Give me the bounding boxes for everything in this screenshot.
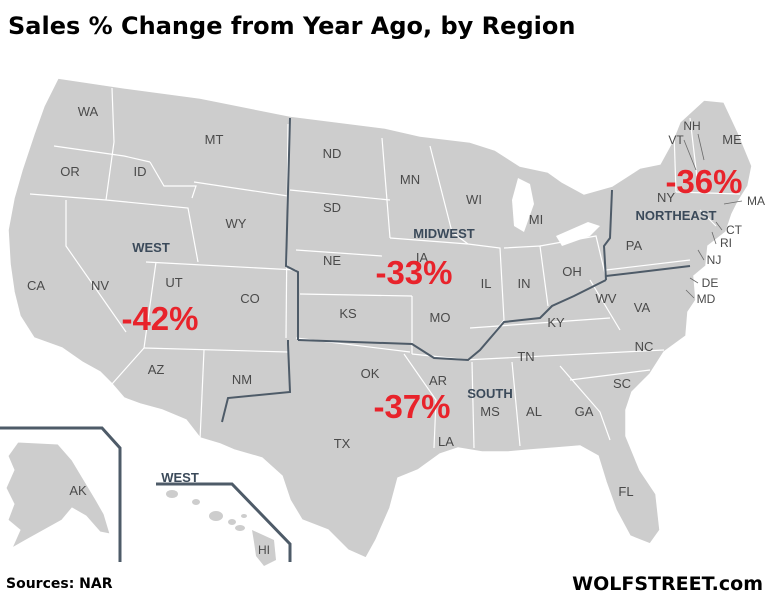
state-label-ut: UT (165, 275, 182, 290)
state-label-ar: AR (429, 373, 447, 388)
state-label-co: CO (240, 291, 260, 306)
state-label-ne: NE (323, 253, 341, 268)
inset-frame (0, 426, 292, 562)
region-boundaries (221, 117, 691, 423)
midwest-northeast-border (602, 189, 613, 281)
state-label-ks: KS (339, 306, 357, 321)
state-label-in: IN (518, 276, 531, 291)
leader-lines (683, 133, 743, 299)
brand-logo: WOLFSTREET.com (572, 573, 763, 595)
state-label-me: ME (722, 132, 742, 147)
state-label-de: DE (702, 276, 719, 290)
state-label-sd: SD (323, 200, 341, 215)
state-label-nh: NH (683, 119, 700, 133)
state-label-or: OR (60, 164, 80, 179)
region-label-west: WEST (132, 240, 170, 255)
state-label-ok: OK (361, 366, 380, 381)
state-label-oh: OH (562, 264, 582, 279)
region-label-midwest: MIDWEST (413, 226, 474, 241)
state-label-md: MD (697, 292, 716, 306)
state-label-la: LA (438, 434, 454, 449)
state-label-ak: AK (69, 483, 87, 498)
state-labels: WA OR ID MT WY CA NV UT CO AZ NM ND SD N… (27, 104, 765, 557)
state-label-ga: GA (575, 404, 594, 419)
state-label-va: VA (634, 300, 651, 315)
lake-erie (556, 222, 600, 246)
midwest-south-border (297, 279, 607, 362)
west-midwest-border (284, 117, 299, 340)
state-label-mn: MN (400, 172, 420, 187)
state-label-fl: FL (618, 484, 633, 499)
state-label-ms: MS (480, 404, 500, 419)
source-note: Sources: NAR (6, 576, 113, 592)
state-label-ma: MA (747, 194, 765, 208)
state-label-wy: WY (226, 216, 247, 231)
state-label-hi: HI (258, 543, 270, 557)
state-label-ca: CA (27, 278, 45, 293)
lake-michigan (512, 178, 534, 232)
state-label-nm: NM (232, 372, 252, 387)
west-sales-change: -42% (121, 300, 198, 337)
south-northeast-border (605, 265, 691, 277)
region-label-south: SOUTH (467, 386, 513, 401)
state-label-mo: MO (430, 310, 451, 325)
state-label-ct: CT (726, 223, 743, 237)
sales-change-values: -42% -33% -37% -36% (121, 163, 742, 425)
state-label-vt: VT (668, 133, 684, 147)
region-label-northeast: NORTHEAST (636, 208, 717, 223)
state-label-il: IL (481, 276, 492, 291)
hawaii-islands (166, 490, 276, 566)
state-label-ia: IA (416, 250, 429, 265)
contiguous-us-landmass (7, 77, 753, 559)
state-label-wv: WV (596, 291, 617, 306)
south-sales-change: -37% (373, 388, 450, 425)
state-label-nj: NJ (707, 253, 722, 267)
state-label-mi: MI (529, 212, 543, 227)
state-label-tx: TX (334, 436, 351, 451)
state-label-wa: WA (78, 104, 99, 119)
state-label-wi: WI (466, 192, 482, 207)
state-label-pa: PA (626, 238, 643, 253)
west-south-border (221, 340, 292, 423)
state-label-ky: KY (547, 315, 565, 330)
northeast-sales-change: -36% (665, 163, 742, 200)
state-label-al: AL (526, 404, 542, 419)
map-title: Sales % Change from Year Ago, by Region (8, 12, 576, 40)
state-label-az: AZ (148, 362, 165, 377)
state-label-ri: RI (720, 236, 732, 250)
alaska-landmass (5, 441, 111, 550)
state-label-nc: NC (635, 339, 654, 354)
state-label-tn: TN (517, 349, 534, 364)
midwest-sales-change: -33% (375, 254, 452, 291)
state-label-mt: MT (205, 132, 224, 147)
state-label-nv: NV (91, 278, 109, 293)
state-label-id: ID (134, 164, 147, 179)
region-labels: WEST MIDWEST SOUTH NORTHEAST WEST (132, 208, 716, 485)
state-label-ny: NY (657, 190, 675, 205)
state-label-nd: ND (323, 146, 342, 161)
state-label-sc: SC (613, 376, 631, 391)
region-label-west-inset: WEST (161, 470, 199, 485)
